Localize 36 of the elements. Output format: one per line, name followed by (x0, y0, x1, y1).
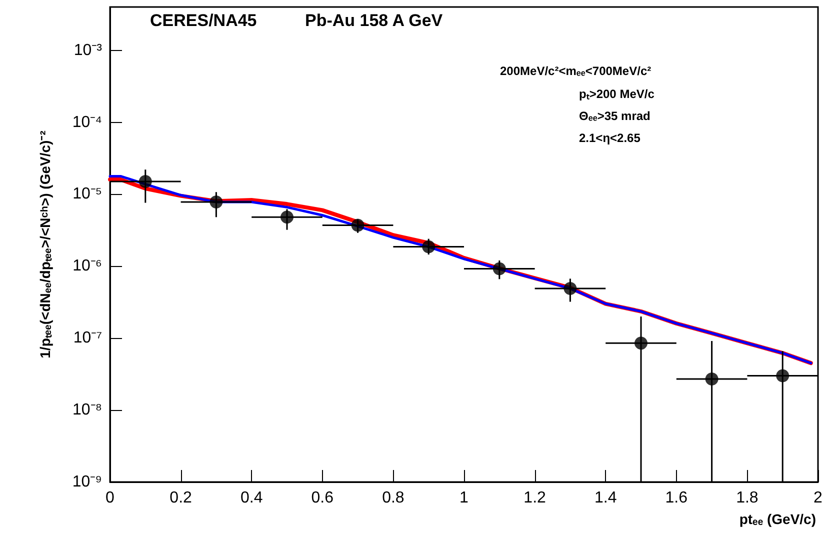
x-axis-title: ptₑₑ (GeV/c) (739, 511, 816, 527)
x-tick-label: 1.2 (524, 490, 546, 506)
point (776, 369, 790, 382)
point (492, 262, 506, 276)
point (138, 175, 152, 188)
x-tick-label: 0.4 (240, 490, 263, 506)
y-tick-label: 10⁻⁸ (72, 402, 102, 419)
y-tick-label: 10⁻⁹ (72, 474, 102, 490)
x-tick-label: 0 (106, 490, 115, 506)
y-tick-label: 10⁻³ (74, 42, 103, 59)
point (634, 336, 648, 350)
y-axis-title: 1/pₜₑₑ(<dNₑₑ/dpₜₑₑ>/<Nch>) (GeV/c)⁻² (37, 130, 53, 358)
annotation: pₜ>200 MeV/c (579, 87, 655, 101)
point (564, 282, 577, 295)
point (280, 210, 294, 224)
y-tick-label: 10⁻⁵ (72, 186, 102, 203)
y-tick-label: 10⁻⁴ (72, 114, 102, 131)
point (705, 372, 718, 386)
x-tick-label: 1.6 (665, 490, 688, 506)
y-tick-label: 10⁻⁷ (73, 330, 102, 347)
annotation: Pb-Au 158 A GeV (305, 11, 444, 30)
annotation: 2.1<η<2.65 (579, 131, 641, 145)
x-tick-label: 2 (814, 490, 823, 506)
x-tick-label: 1.8 (736, 490, 758, 506)
x-tick-label: 0.6 (311, 490, 334, 506)
x-tick-label: 1.4 (594, 490, 617, 506)
point (210, 195, 223, 208)
annotation: 200MeV/c²<mₑₑ<700MeV/c² (500, 64, 652, 78)
y-tick-label: 10⁻⁶ (72, 258, 102, 275)
point (422, 240, 436, 254)
annotation: CERES/NA45 (150, 11, 257, 30)
x-tick-label: 0.8 (382, 490, 404, 506)
point (351, 218, 364, 232)
annotation: Θₑₑ>35 mrad (579, 109, 650, 123)
x-tick-label: 0.2 (170, 490, 192, 506)
x-tick-label: 1 (460, 490, 469, 506)
